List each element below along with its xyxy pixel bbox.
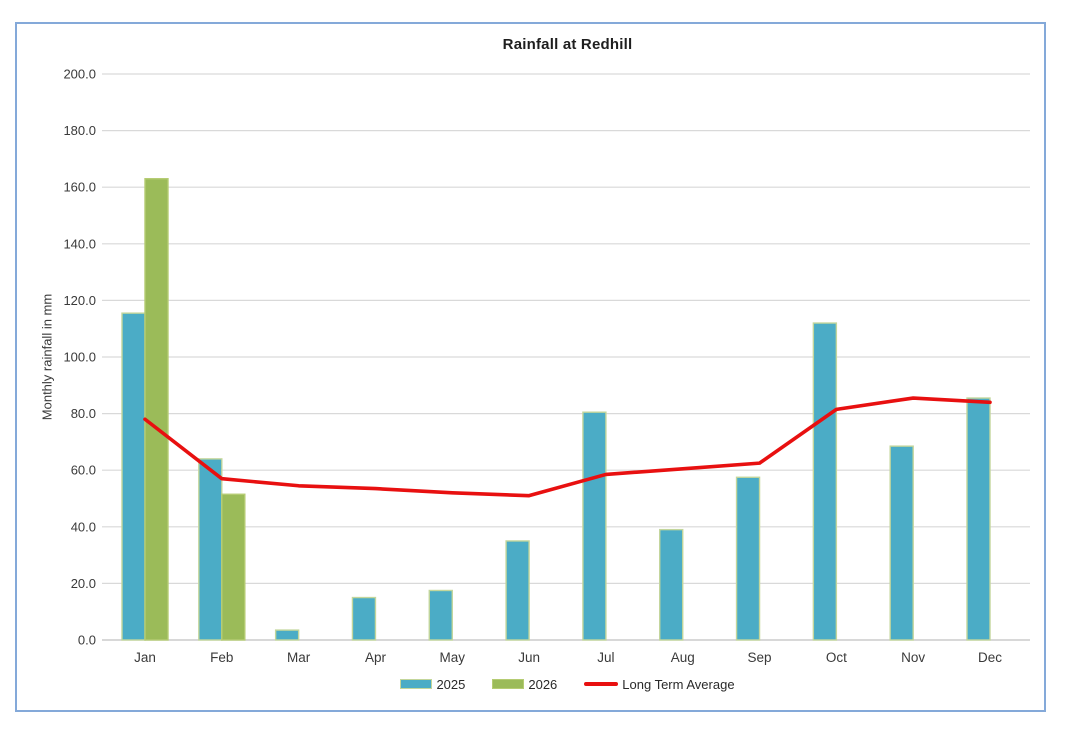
svg-text:Nov: Nov bbox=[901, 650, 925, 665]
svg-text:120.0: 120.0 bbox=[63, 293, 96, 308]
legend-label-2025: 2025 bbox=[436, 676, 466, 692]
chart-frame: Rainfall at Redhill Monthly rainfall in … bbox=[15, 22, 1046, 712]
bar-2025-Apr bbox=[351, 596, 377, 641]
svg-text:140.0: 140.0 bbox=[63, 236, 96, 251]
svg-text:Jun: Jun bbox=[518, 650, 540, 665]
legend-line-swatch bbox=[584, 682, 619, 686]
bar-2025-Feb bbox=[198, 458, 223, 641]
legend-label-long-term-average: Long Term Average bbox=[622, 676, 735, 692]
svg-text:Apr: Apr bbox=[365, 650, 387, 665]
bar-2025-Mar bbox=[274, 629, 300, 641]
svg-text:160.0: 160.0 bbox=[63, 180, 96, 195]
bar-2025-Oct bbox=[812, 322, 838, 641]
legend: 2025 2026 Long Term Average bbox=[105, 674, 1030, 694]
svg-text:0.0: 0.0 bbox=[78, 633, 96, 648]
svg-text:40.0: 40.0 bbox=[71, 519, 96, 534]
bar-2026-Feb bbox=[221, 493, 246, 641]
bars-2025 bbox=[121, 312, 991, 641]
legend-swatch-2025 bbox=[400, 679, 433, 689]
bar-2025-Jan bbox=[121, 312, 146, 641]
svg-text:May: May bbox=[440, 650, 466, 665]
svg-text:200.0: 200.0 bbox=[63, 67, 96, 82]
svg-text:20.0: 20.0 bbox=[71, 576, 96, 591]
svg-text:80.0: 80.0 bbox=[71, 406, 96, 421]
svg-text:Feb: Feb bbox=[210, 650, 233, 665]
svg-text:100.0: 100.0 bbox=[63, 350, 96, 365]
legend-item-2025: 2025 bbox=[400, 677, 465, 692]
svg-text:Jan: Jan bbox=[134, 650, 156, 665]
bar-2026-Jan bbox=[144, 178, 169, 641]
svg-text:Mar: Mar bbox=[287, 650, 311, 665]
bar-2025-Jul bbox=[582, 411, 607, 641]
legend-swatch-2026 bbox=[492, 679, 525, 689]
bar-2025-Aug bbox=[659, 528, 684, 641]
gridlines bbox=[102, 73, 1030, 641]
line-long-term-average bbox=[143, 396, 992, 498]
bar-2025-May bbox=[428, 589, 453, 641]
svg-text:Oct: Oct bbox=[826, 650, 847, 665]
svg-text:Sep: Sep bbox=[748, 650, 772, 665]
chart-title: Rainfall at Redhill bbox=[502, 36, 633, 53]
bar-2025-Sep bbox=[735, 476, 761, 641]
legend-item-long-term-average: Long Term Average bbox=[584, 676, 735, 692]
bar-2025-Dec bbox=[966, 397, 991, 641]
svg-text:180.0: 180.0 bbox=[63, 123, 96, 138]
legend-item-2026: 2026 bbox=[492, 677, 557, 692]
bar-2025-Jun bbox=[505, 540, 530, 641]
bars-2026 bbox=[144, 178, 246, 641]
bar-2025-Nov bbox=[889, 445, 914, 641]
x-tick-labels: Jan Feb Mar Apr May Jun Jul Aug Sep Oct Nov Dec bbox=[134, 650, 1002, 665]
svg-text:Dec: Dec bbox=[978, 650, 1002, 665]
svg-text:Jul: Jul bbox=[597, 650, 614, 665]
svg-text:60.0: 60.0 bbox=[71, 463, 96, 478]
y-tick-labels: 0.0 20.0 40.0 60.0 80.0 100.0 120.0 140.0 160.0 1… bbox=[63, 67, 96, 648]
legend-label-2026: 2026 bbox=[528, 676, 558, 692]
plot-area: 0.0 20.0 40.0 60.0 80.0 100.0 120.0 140.0 160.0 1… bbox=[63, 67, 1030, 665]
svg-text:Aug: Aug bbox=[671, 650, 695, 665]
